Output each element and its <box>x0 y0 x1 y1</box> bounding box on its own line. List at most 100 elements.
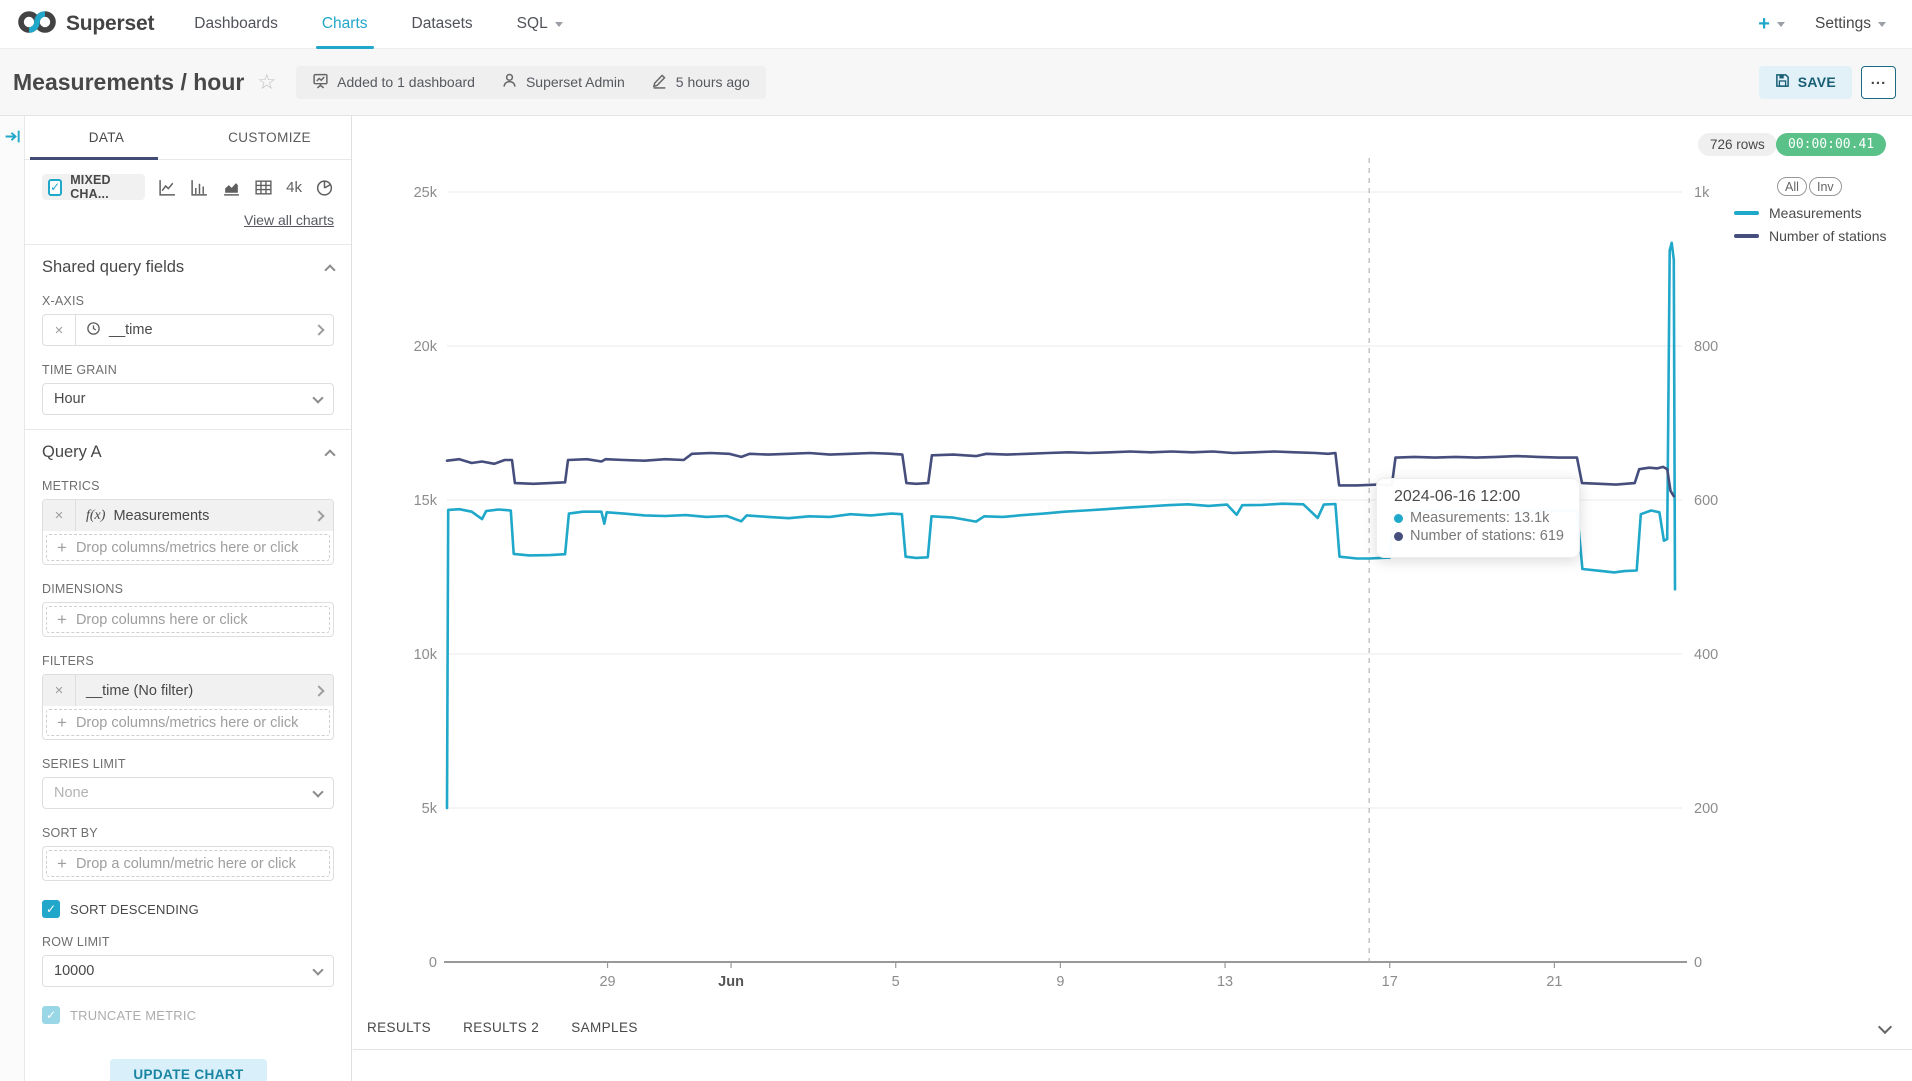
svg-text:600: 600 <box>1694 493 1718 509</box>
active-tab-inkbar <box>30 157 158 160</box>
sort-descending-label: SORT DESCENDING <box>70 901 199 917</box>
results-tabs-divider <box>353 1049 1912 1050</box>
metric-chip[interactable]: × f(x) Measurements <box>43 500 333 531</box>
filters-box: × __time (No filter) + Drop columns/metr… <box>42 674 334 740</box>
dimensions-box: + Drop columns here or click <box>42 602 334 637</box>
chevron-right-icon <box>313 509 325 522</box>
legend-inverse-button[interactable]: Inv <box>1809 177 1842 196</box>
nav-item-charts[interactable]: Charts <box>300 0 390 49</box>
svg-text:20k: 20k <box>414 339 438 355</box>
brand-name: Superset <box>66 12 155 35</box>
svg-text:1k: 1k <box>1694 185 1710 201</box>
more-options-button[interactable]: ... <box>1861 65 1896 99</box>
row-limit-label: ROW LIMIT <box>42 935 110 949</box>
chart-title[interactable]: Measurements / hour <box>13 68 245 95</box>
tooltip-row-stations: Number of stations: 619 <box>1394 528 1579 544</box>
nav-item-dashboards[interactable]: Dashboards <box>194 15 278 32</box>
bar-chart-icon[interactable] <box>190 178 209 197</box>
table-icon[interactable] <box>254 178 273 197</box>
nav-right: + Settings <box>1758 13 1912 36</box>
remove-filter-icon[interactable]: × <box>43 675 76 706</box>
tab-customize[interactable]: CUSTOMIZE <box>228 130 311 145</box>
top-nav: Superset Dashboards Charts Datasets SQL … <box>0 0 1912 49</box>
big-number-icon[interactable]: 4k <box>286 178 302 196</box>
legend-item-measurements[interactable]: Measurements <box>1734 205 1862 221</box>
series-limit-select[interactable]: None <box>42 777 334 809</box>
filters-drop-zone[interactable]: + Drop columns/metrics here or click <box>46 709 330 736</box>
measurements-line-swatch <box>1734 211 1759 215</box>
superset-logo[interactable]: Superset <box>0 8 172 41</box>
update-chart-button[interactable]: UPDATE CHART <box>110 1059 267 1081</box>
view-all-charts-row: View all charts <box>42 212 334 230</box>
pie-chart-icon[interactable] <box>315 178 334 197</box>
chevron-down-icon <box>312 785 324 798</box>
viz-selected-check-icon: ✓ <box>48 178 63 196</box>
area-chart-icon[interactable] <box>222 178 241 197</box>
new-item-button[interactable]: + <box>1758 13 1785 36</box>
truncate-metric-label: TRUNCATE METRIC <box>70 1007 197 1023</box>
svg-text:0: 0 <box>429 955 437 971</box>
nav-item-sql[interactable]: SQL <box>495 0 585 49</box>
dimensions-label: DIMENSIONS <box>42 582 124 596</box>
divider <box>25 244 351 245</box>
tab-data[interactable]: DATA <box>88 130 125 145</box>
query-timer-badge: 00:00:00.41 <box>1776 133 1887 156</box>
chevron-down-icon <box>312 391 324 404</box>
sort-by-box: + Drop a column/metric here or click <box>42 846 334 881</box>
metrics-drop-zone[interactable]: + Drop columns/metrics here or click <box>46 534 330 561</box>
x-axis-control: × __time <box>42 314 334 346</box>
remove-metric-icon[interactable]: × <box>43 500 76 531</box>
settings-menu[interactable]: Settings <box>1815 15 1886 33</box>
dashboard-board-icon <box>312 72 329 92</box>
remove-xaxis-icon[interactable]: × <box>43 315 76 345</box>
sort-by-label: SORT BY <box>42 826 98 840</box>
favorite-star-icon[interactable]: ☆ <box>257 70 277 94</box>
filter-chip[interactable]: × __time (No filter) <box>43 675 333 706</box>
last-modified-badge[interactable]: 5 hours ago <box>651 72 750 92</box>
tooltip-row-measurements: Measurements: 13.1k <box>1394 510 1579 526</box>
sql-dropdown-caret-icon <box>554 21 563 27</box>
expand-panel-icon[interactable] <box>4 128 21 150</box>
legend-item-number-of-stations[interactable]: Number of stations <box>1734 228 1887 244</box>
viz-type-selected-chip[interactable]: ✓ MIXED CHA... <box>42 173 146 201</box>
svg-text:5k: 5k <box>422 801 438 817</box>
save-button[interactable]: SAVE <box>1758 65 1852 99</box>
control-panel: DATA CUSTOMIZE ✓ MIXED CHA... <box>25 116 352 1081</box>
legend-select-all-button[interactable]: All <box>1777 177 1807 196</box>
viz-type-row: ✓ MIXED CHA... <box>42 173 334 201</box>
added-to-dashboard-badge[interactable]: Added to 1 dashboard <box>312 72 475 92</box>
x-axis-label: X-AXIS <box>42 294 85 308</box>
xaxis-chip[interactable]: __time <box>76 321 333 340</box>
query-a-section-header[interactable]: Query A <box>42 430 336 462</box>
nav-item-datasets[interactable]: Datasets <box>411 15 473 32</box>
measurements-dot-icon <box>1394 513 1403 523</box>
dimensions-drop-zone[interactable]: + Drop columns here or click <box>46 606 330 633</box>
chart-tooltip: 2024-06-16 12:00 Measurements: 13.1k Num… <box>1376 478 1580 558</box>
chevron-down-icon <box>312 963 324 976</box>
filters-label: FILTERS <box>42 654 94 668</box>
sort-descending-checkbox[interactable]: ✓ <box>42 900 60 918</box>
tab-results[interactable]: RESULTS <box>367 1020 432 1035</box>
svg-text:29: 29 <box>599 974 615 990</box>
row-limit-select[interactable]: 10000 <box>42 955 334 987</box>
plus-icon: + <box>57 853 67 873</box>
tab-results-2[interactable]: RESULTS 2 <box>463 1020 540 1035</box>
shared-query-section-header[interactable]: Shared query fields <box>42 245 336 277</box>
stations-dot-icon <box>1394 531 1403 541</box>
time-grain-select[interactable]: Hour <box>42 383 334 415</box>
clock-icon <box>86 321 101 340</box>
svg-text:Jun: Jun <box>718 974 744 990</box>
collapse-section-icon <box>324 448 336 461</box>
tab-samples[interactable]: SAMPLES <box>571 1020 638 1035</box>
chart-metadata-bar: Added to 1 dashboard Superset Admin <box>296 65 766 99</box>
edit-pencil-icon <box>651 72 668 92</box>
sort-by-drop-zone[interactable]: + Drop a column/metric here or click <box>46 850 330 877</box>
view-all-charts-link[interactable]: View all charts <box>243 212 334 228</box>
metrics-box: × f(x) Measurements + Drop columns/metri… <box>42 499 334 565</box>
line-chart-icon[interactable] <box>158 178 177 197</box>
truncate-metric-checkbox[interactable]: ✓ <box>42 1006 60 1024</box>
plus-icon: + <box>57 537 67 557</box>
stations-line-swatch <box>1734 234 1759 238</box>
